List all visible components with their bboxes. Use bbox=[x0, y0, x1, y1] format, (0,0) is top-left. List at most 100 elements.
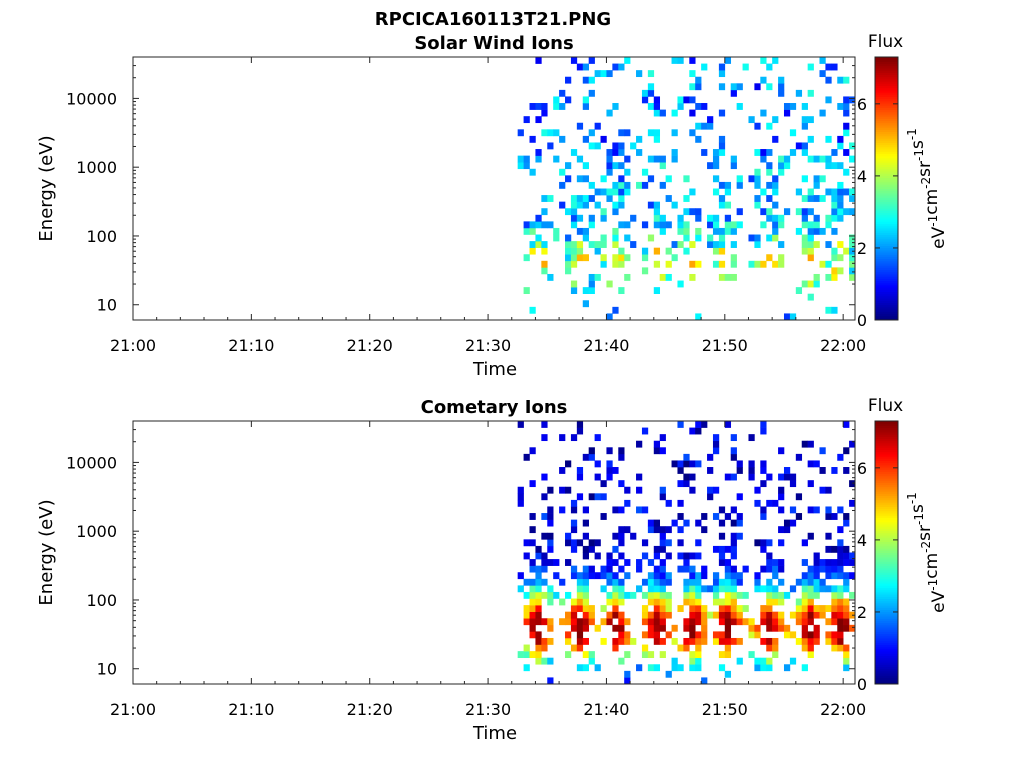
heatmap-cell bbox=[795, 142, 803, 150]
colorbar-segment bbox=[875, 528, 898, 532]
heatmap-cell bbox=[736, 221, 743, 229]
heatmap-cell bbox=[606, 473, 613, 481]
heatmap-cell bbox=[789, 480, 797, 488]
heatmap-cell bbox=[724, 57, 732, 64]
heatmap-cell bbox=[576, 227, 584, 235]
heatmap-cell bbox=[647, 201, 655, 209]
heatmap-cell bbox=[849, 480, 856, 488]
heatmap-cell bbox=[695, 227, 702, 235]
heatmap-cell bbox=[659, 598, 666, 606]
colorbar-segment bbox=[875, 155, 898, 159]
colorbar-segment bbox=[875, 480, 898, 483]
colorbar-segment bbox=[875, 467, 898, 470]
heatmap-cell bbox=[778, 254, 785, 262]
heatmap-cell bbox=[778, 578, 785, 586]
heatmap-cell bbox=[659, 637, 666, 645]
heatmap-cell bbox=[801, 539, 808, 547]
unit-exponent: -2 bbox=[919, 541, 933, 553]
heatmap-cell bbox=[837, 611, 844, 619]
heatmap-cell bbox=[718, 83, 726, 91]
heatmap-cell bbox=[736, 467, 743, 474]
heatmap-cell bbox=[624, 155, 631, 163]
heatmap-cell bbox=[612, 260, 619, 268]
heatmap-cell bbox=[541, 559, 548, 566]
heatmap-cell bbox=[736, 572, 743, 580]
heatmap-cell bbox=[849, 559, 856, 566]
heatmap-cell bbox=[813, 155, 820, 163]
heatmap-cell bbox=[701, 421, 708, 428]
heatmap-cell bbox=[541, 208, 548, 216]
heatmap-cell bbox=[689, 70, 696, 78]
heatmap-cell bbox=[653, 440, 661, 448]
colorbar-segment bbox=[875, 225, 898, 229]
heatmap-cell bbox=[547, 657, 554, 665]
heatmap-cell bbox=[570, 572, 578, 580]
heatmap-cell bbox=[665, 591, 672, 599]
heatmap-cell bbox=[730, 532, 737, 540]
heatmap-cell bbox=[565, 175, 572, 183]
colorbar-segment bbox=[875, 458, 898, 461]
colorbar-segment bbox=[875, 596, 898, 600]
heatmap-cell bbox=[683, 208, 690, 216]
heatmap-cell bbox=[529, 578, 536, 586]
colorbar-segment bbox=[875, 83, 898, 86]
heatmap-cell bbox=[843, 585, 850, 593]
heatmap-cell bbox=[653, 565, 661, 573]
heatmap-cell bbox=[541, 591, 548, 599]
heatmap-cell bbox=[795, 605, 803, 612]
heatmap-cell bbox=[647, 83, 655, 91]
heatmap-cell bbox=[849, 572, 856, 580]
colorbar-segment bbox=[875, 631, 898, 635]
x-tick-label: 22:00 bbox=[820, 336, 866, 355]
colorbar-segment bbox=[875, 252, 898, 255]
heatmap-cell bbox=[582, 76, 589, 84]
heatmap-cell bbox=[724, 605, 732, 612]
heatmap-cell bbox=[837, 135, 844, 143]
heatmap-cell bbox=[701, 611, 708, 619]
colorbar-segment bbox=[875, 113, 898, 117]
heatmap-cell bbox=[843, 168, 850, 176]
heatmap-cell bbox=[653, 624, 661, 632]
heatmap-cell bbox=[535, 644, 542, 652]
heatmap-cell bbox=[748, 175, 755, 183]
heatmap-cell bbox=[559, 506, 566, 514]
heatmap-cell bbox=[748, 631, 755, 639]
heatmap-cell bbox=[600, 605, 607, 612]
heatmap-cell bbox=[671, 460, 678, 468]
heatmap-cell bbox=[843, 76, 850, 84]
heatmap-cell bbox=[813, 572, 820, 580]
colorbar-segment bbox=[875, 219, 898, 222]
heatmap-cell bbox=[570, 545, 578, 553]
heatmap-cell bbox=[819, 175, 826, 183]
heatmap-cell bbox=[707, 162, 714, 170]
heatmap-cell bbox=[612, 201, 619, 209]
heatmap-cell bbox=[576, 473, 584, 481]
heatmap-cell bbox=[517, 493, 524, 501]
heatmap-cell bbox=[801, 618, 808, 626]
colorbar-segment bbox=[875, 488, 898, 492]
heatmap-cell bbox=[618, 142, 625, 150]
heatmap-cell bbox=[772, 57, 779, 64]
heatmap-cell bbox=[647, 103, 655, 110]
heatmap-cell bbox=[831, 611, 838, 619]
heatmap-cell bbox=[760, 109, 767, 117]
heatmap-cell bbox=[677, 103, 684, 110]
unit-base: eV bbox=[929, 590, 949, 612]
colorbar-segment bbox=[875, 451, 898, 455]
heatmap-cell bbox=[748, 116, 755, 124]
heatmap-cell bbox=[724, 473, 732, 481]
heatmap-cell bbox=[677, 241, 684, 248]
heatmap-cell bbox=[701, 585, 708, 593]
heatmap-cell bbox=[559, 181, 566, 189]
heatmap-cell bbox=[576, 605, 584, 612]
heatmap-cell bbox=[576, 578, 584, 586]
heatmap-cell bbox=[671, 624, 678, 632]
heatmap-cell bbox=[576, 247, 584, 255]
heatmap-cell bbox=[535, 572, 542, 580]
heatmap-cell bbox=[695, 214, 702, 222]
heatmap-cell bbox=[523, 116, 530, 124]
heatmap-cell bbox=[529, 651, 536, 659]
heatmap-cell bbox=[795, 578, 803, 586]
heatmap-cell bbox=[707, 486, 714, 494]
